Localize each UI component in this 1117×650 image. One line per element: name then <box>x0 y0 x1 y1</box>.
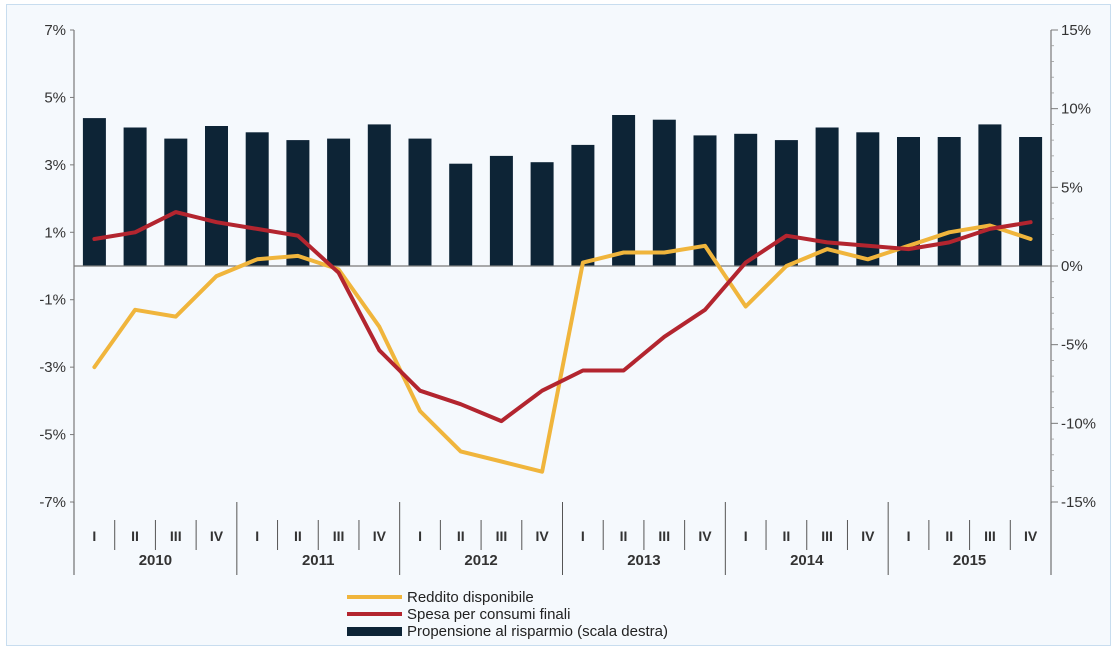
quarter-label-13: II <box>620 528 628 544</box>
left-tick-label-5: 3% <box>44 157 66 174</box>
bar-7 <box>367 124 391 267</box>
bar-8 <box>408 138 432 266</box>
lines-layer <box>92 210 1033 474</box>
bar-16 <box>734 133 758 266</box>
left-tick-label-1: -5% <box>39 427 66 444</box>
bars-layer <box>82 115 1043 267</box>
year-label-2: 2012 <box>464 552 497 569</box>
bar-15 <box>693 135 717 266</box>
quarter-label-7: IV <box>373 528 387 544</box>
right-tick-label-3: 0% <box>1061 258 1083 275</box>
legend-label-2: Propensione al risparmio (scala destra) <box>407 623 668 640</box>
year-label-1: 2011 <box>302 552 335 569</box>
right-tick-label-0: -15% <box>1061 494 1096 511</box>
bar-10 <box>489 155 513 266</box>
bar-4 <box>245 132 269 266</box>
year-label-5: 2015 <box>953 552 986 569</box>
quarter-label-18: III <box>821 528 833 544</box>
quarter-label-3: IV <box>210 528 224 544</box>
left-tick-label-6: 5% <box>44 89 66 106</box>
right-tick-label-4: 5% <box>1061 179 1083 196</box>
quarter-label-10: III <box>496 528 508 544</box>
quarter-label-15: IV <box>698 528 712 544</box>
x-axis: I II III IV I II III IV I II III IV I II III IV I II III IV… <box>73 502 1052 575</box>
chart-frame: -7% -5% -3% -1% 1% 3% 5% 7% -15% -10% -5% 0% 5% 10% 15… <box>6 4 1111 646</box>
quarter-label-12: I <box>581 528 585 544</box>
legend-label-1: Spesa per consumi finali <box>407 606 570 623</box>
right-tick-label-6: 15% <box>1061 22 1091 39</box>
year-label-0: 2010 <box>139 552 172 569</box>
legend-swatch-2 <box>347 627 402 636</box>
bar-13 <box>612 115 636 266</box>
quarter-label-6: III <box>333 528 345 544</box>
left-tick-label-7: 7% <box>44 22 66 39</box>
quarter-label-22: III <box>984 528 996 544</box>
bar-6 <box>327 138 351 266</box>
bar-19 <box>856 132 880 266</box>
quarter-label-23: IV <box>1024 528 1038 544</box>
quarter-label-2: III <box>170 528 182 544</box>
bar-12 <box>571 144 595 266</box>
bar-18 <box>815 127 839 266</box>
line-series-1 <box>92 210 1033 424</box>
quarter-label-9: II <box>457 528 465 544</box>
bar-21 <box>937 137 961 266</box>
bar-14 <box>652 119 676 266</box>
quarter-label-20: I <box>907 528 911 544</box>
bar-11 <box>530 162 554 266</box>
left-tick-label-0: -7% <box>39 494 66 511</box>
quarter-label-4: I <box>255 528 259 544</box>
bar-23 <box>1019 137 1043 266</box>
right-tick-label-2: -5% <box>1061 337 1088 354</box>
year-label-4: 2014 <box>790 552 824 569</box>
bar-2 <box>164 138 188 266</box>
bar-20 <box>897 137 920 266</box>
right-tick-label-1: -10% <box>1061 415 1096 432</box>
quarter-label-8: I <box>418 528 422 544</box>
bar-1 <box>123 127 147 266</box>
year-label-3: 2013 <box>627 552 660 569</box>
bar-0 <box>82 118 106 266</box>
axes-layer: -7% -5% -3% -1% 1% 3% 5% 7% -15% -10% -5% 0% 5% 10% 15… <box>39 22 1096 511</box>
quarter-label-17: II <box>783 528 791 544</box>
bar-9 <box>449 163 473 266</box>
quarter-label-0: I <box>92 528 96 544</box>
bar-17 <box>774 140 798 266</box>
quarter-label-11: IV <box>536 528 550 544</box>
bar-5 <box>286 140 310 266</box>
bar-3 <box>205 126 228 266</box>
savings-consumption-chart: -7% -5% -3% -1% 1% 3% 5% 7% -15% -10% -5% 0% 5% 10% 15… <box>39 22 1096 640</box>
bar-22 <box>978 124 1002 267</box>
legend-label-0: Reddito disponibile <box>407 589 534 606</box>
quarter-label-16: I <box>744 528 748 544</box>
left-tick-label-3: -1% <box>39 292 66 309</box>
quarter-label-1: II <box>131 528 139 544</box>
line-series-0 <box>92 223 1033 474</box>
left-tick-label-2: -3% <box>39 359 66 376</box>
quarter-label-5: II <box>294 528 302 544</box>
quarter-label-14: III <box>658 528 670 544</box>
quarter-label-19: IV <box>861 528 875 544</box>
quarter-label-21: II <box>945 528 953 544</box>
left-tick-label-4: 1% <box>44 224 66 241</box>
right-tick-label-5: 10% <box>1061 101 1091 118</box>
